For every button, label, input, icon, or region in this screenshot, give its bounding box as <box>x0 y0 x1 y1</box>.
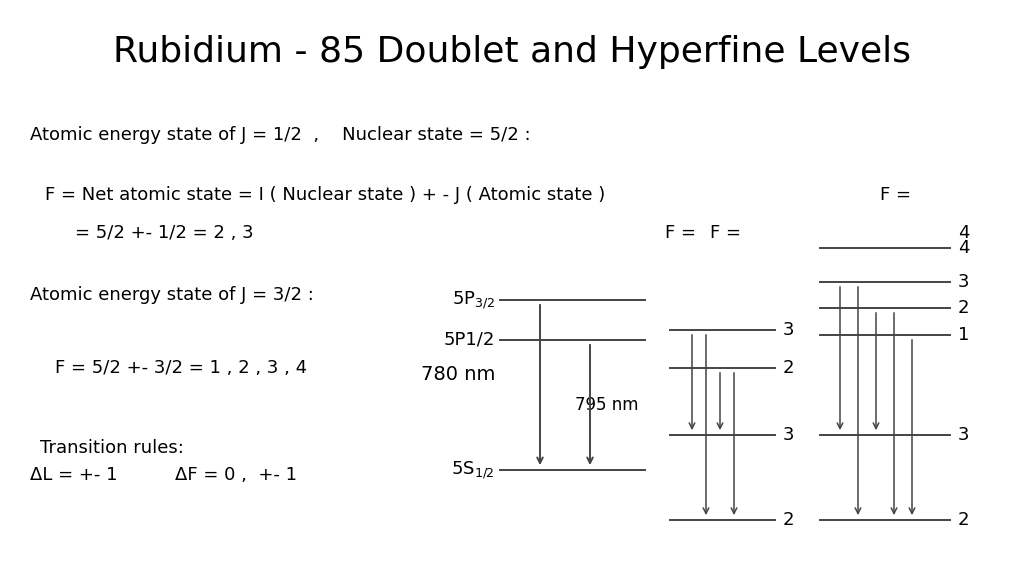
Text: F = 5/2 +- 3/2 = 1 , 2 , 3 , 4: F = 5/2 +- 3/2 = 1 , 2 , 3 , 4 <box>55 359 307 377</box>
Text: 795 nm: 795 nm <box>575 396 639 414</box>
Text: 2: 2 <box>958 511 970 529</box>
Text: 5S$_{1/2}$: 5S$_{1/2}$ <box>452 459 495 481</box>
Text: 3: 3 <box>783 426 795 444</box>
Text: ΔL = +- 1          ΔF = 0 ,  +- 1: ΔL = +- 1 ΔF = 0 , +- 1 <box>30 466 297 484</box>
Text: 2: 2 <box>958 299 970 317</box>
Text: 1: 1 <box>958 326 970 344</box>
Text: 780 nm: 780 nm <box>421 366 495 385</box>
Text: 3: 3 <box>783 321 795 339</box>
Text: 2: 2 <box>783 359 795 377</box>
Text: = 5/2 +- 1/2 = 2 , 3: = 5/2 +- 1/2 = 2 , 3 <box>75 224 254 242</box>
Text: Rubidium - 85 Doublet and Hyperfine Levels: Rubidium - 85 Doublet and Hyperfine Leve… <box>113 35 911 69</box>
Text: 4: 4 <box>958 224 970 242</box>
Text: 5P$_{3/2}$: 5P$_{3/2}$ <box>452 289 495 311</box>
Text: 2: 2 <box>783 511 795 529</box>
Text: 3: 3 <box>958 273 970 291</box>
Text: F =: F = <box>710 224 741 242</box>
Text: F =: F = <box>880 186 911 204</box>
Text: Atomic energy state of J = 3/2 :: Atomic energy state of J = 3/2 : <box>30 286 314 304</box>
Text: Atomic energy state of J = 1/2  ,    Nuclear state = 5/2 :: Atomic energy state of J = 1/2 , Nuclear… <box>30 126 530 144</box>
Text: 3: 3 <box>958 426 970 444</box>
Text: Transition rules:: Transition rules: <box>40 439 184 457</box>
Text: F =: F = <box>665 224 696 242</box>
Text: F = Net atomic state = I ( Nuclear state ) + - J ( Atomic state ): F = Net atomic state = I ( Nuclear state… <box>45 186 605 204</box>
Text: 5P1/2: 5P1/2 <box>443 331 495 349</box>
Text: 4: 4 <box>958 239 970 257</box>
